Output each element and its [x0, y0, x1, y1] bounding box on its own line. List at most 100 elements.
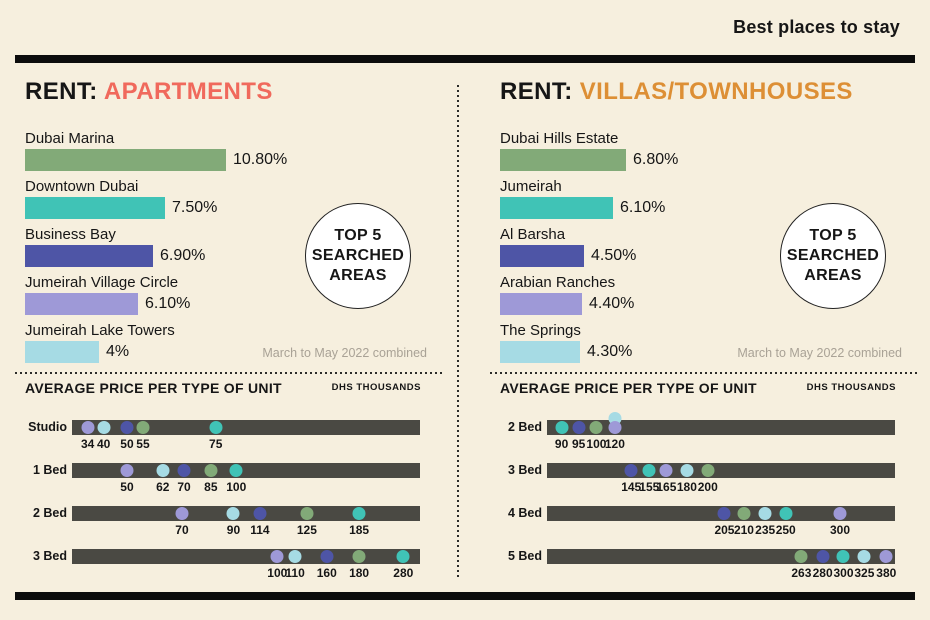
- price-dot: [81, 421, 95, 434]
- top-rule: [15, 55, 915, 63]
- area-bar: [500, 245, 584, 267]
- panel-heading: RENT: VILLAS/TOWNHOUSES: [500, 78, 853, 106]
- price-row-label: Studio: [28, 420, 67, 434]
- price-value-label: 155: [639, 480, 660, 494]
- price-section-header: AVERAGE PRICE PER TYPE OF UNIT DHS THOUS…: [500, 380, 896, 396]
- price-value-label: 34: [80, 437, 95, 451]
- price-row-label: 2 Bed: [507, 420, 542, 434]
- price-dot: [833, 507, 847, 520]
- area-bar: [500, 197, 613, 219]
- section-divider: [490, 372, 920, 374]
- price-dot: [701, 464, 715, 477]
- price-value-label: 210: [733, 523, 754, 537]
- price-track: 205 210 235 250 300: [547, 506, 895, 537]
- price-dot: [737, 507, 751, 520]
- top-areas-list: Dubai Hills Estate 6.80% Jumeirah 6.10% …: [500, 131, 920, 371]
- price-row-label: 4 Bed: [507, 506, 542, 520]
- panel-villas: RENT: VILLAS/TOWNHOUSES Dubai Hills Esta…: [490, 70, 920, 600]
- area-name: Downtown Dubai: [25, 178, 139, 195]
- price-section-title: AVERAGE PRICE PER TYPE OF UNIT: [500, 380, 757, 396]
- area-item: Al Barsha 4.50%: [500, 227, 920, 267]
- price-unit-label: DHS THOUSANDS: [806, 382, 896, 393]
- area-pct-label: 7.50%: [172, 199, 218, 216]
- price-dot: [624, 464, 638, 477]
- panel-heading: RENT: APARTMENTS: [25, 78, 273, 106]
- price-value-label: 70: [177, 480, 191, 494]
- price-value-label: 55: [136, 437, 150, 451]
- area-pct-label: 6.10%: [145, 295, 191, 312]
- price-dot: [836, 550, 850, 563]
- area-pct-label: 6.90%: [160, 247, 206, 264]
- price-dot: [717, 507, 731, 520]
- price-dot: [642, 464, 656, 477]
- price-value-label: 50: [120, 480, 134, 494]
- price-value-label: 100: [226, 480, 247, 494]
- area-bar-row: 4.50%: [500, 245, 920, 267]
- price-track: 70 90 114 125 185: [72, 506, 420, 537]
- price-dot: [352, 550, 366, 563]
- area-bar-row: 6.10%: [500, 197, 920, 219]
- panel-title-prefix: RENT:: [25, 78, 98, 105]
- area-bar-row: 7.50%: [25, 197, 445, 219]
- area-pct-label: 4.30%: [587, 343, 633, 360]
- price-track: 100 110 160 180 280: [72, 549, 420, 580]
- area-bar: [25, 293, 138, 315]
- price-dot: [156, 464, 170, 477]
- badge-line: TOP 5: [334, 227, 382, 244]
- price-value-label: 300: [833, 566, 854, 580]
- price-value-label: 50: [120, 437, 134, 451]
- price-dot: [120, 421, 134, 434]
- area-bar-row: 6.90%: [25, 245, 445, 267]
- price-dot: [229, 464, 243, 477]
- area-item: Arabian Ranches 4.40%: [500, 275, 920, 315]
- price-row-label: 2 Bed: [32, 506, 67, 520]
- area-name: The Springs: [500, 322, 581, 339]
- price-value-label: 180: [349, 566, 370, 580]
- panel-title-prefix: RENT:: [500, 78, 573, 105]
- price-value-label: 85: [204, 480, 218, 494]
- area-name: Dubai Hills Estate: [500, 130, 619, 147]
- price-value-label: 100: [267, 566, 288, 580]
- price-dot: [209, 421, 223, 434]
- area-item: Downtown Dubai 7.50%: [25, 179, 445, 219]
- price-dot: [120, 464, 134, 477]
- price-row: 2 Bed 70 90 114 125 185: [25, 506, 420, 537]
- price-value-label: 250: [775, 523, 796, 537]
- price-track: 34 40 50 55 75: [72, 420, 420, 451]
- price-value-label: 280: [393, 566, 414, 580]
- price-dot: [816, 550, 830, 563]
- price-dot: [857, 550, 871, 563]
- area-item: Jumeirah Lake Towers 4%: [25, 323, 445, 363]
- price-row-label: 5 Bed: [507, 549, 542, 563]
- area-item: Business Bay 6.90%: [25, 227, 445, 267]
- price-value-label: 380: [876, 566, 897, 580]
- area-bar: [25, 245, 153, 267]
- price-dot: [204, 464, 218, 477]
- price-value-label: 120: [604, 437, 625, 451]
- price-value-label: 200: [697, 480, 718, 494]
- price-dot: [608, 421, 622, 434]
- area-name: Dubai Marina: [25, 130, 115, 147]
- price-value-label: 95: [571, 437, 586, 451]
- area-name: Arabian Ranches: [500, 274, 616, 291]
- area-bar-row: 4.40%: [500, 293, 920, 315]
- price-row: 3 Bed 100 110 160 180 280: [25, 549, 420, 580]
- price-dot: [226, 507, 240, 520]
- panel-title-text: APARTMENTS: [103, 78, 273, 105]
- area-name: Jumeirah Village Circle: [25, 274, 179, 291]
- area-name: Business Bay: [25, 226, 116, 243]
- price-dot: [589, 421, 603, 434]
- date-range-note: March to May 2022 combined: [262, 346, 427, 360]
- price-value-label: 110: [285, 566, 305, 580]
- date-range-note: March to May 2022 combined: [737, 346, 902, 360]
- area-bar-row: 6.80%: [500, 149, 920, 171]
- area-bar-row: 4%: [25, 341, 445, 363]
- panel-apartments: RENT: APARTMENTS Dubai Marina 10.80% Dow…: [15, 70, 445, 600]
- panel-divider: [457, 85, 459, 580]
- price-dot: [175, 507, 189, 520]
- price-row: 3 Bed 145 155 165 180 200: [500, 463, 895, 494]
- price-dot: [300, 507, 314, 520]
- area-item: Dubai Marina 10.80%: [25, 131, 445, 171]
- top-areas-list: Dubai Marina 10.80% Downtown Dubai 7.50%…: [25, 131, 445, 371]
